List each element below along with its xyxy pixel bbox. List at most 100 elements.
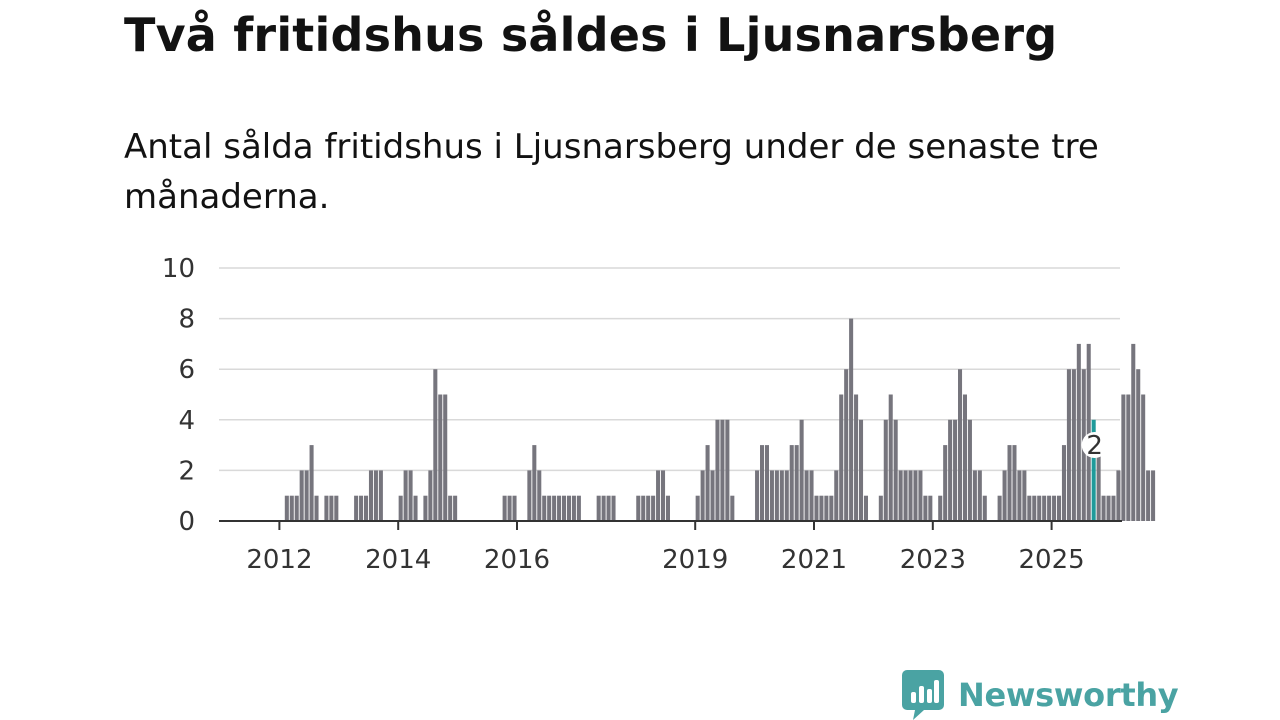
bar (1027, 495, 1032, 521)
bar (408, 470, 413, 521)
bar (562, 495, 567, 521)
bar (289, 495, 294, 521)
newsworthy-logo[interactable]: Newsworthy (902, 670, 1179, 720)
bar (611, 495, 616, 521)
bar (1121, 394, 1126, 521)
bar (1151, 470, 1156, 521)
bar (695, 495, 700, 521)
y-tick-label: 10 (162, 254, 195, 284)
bar (824, 495, 829, 521)
bar (403, 470, 408, 521)
bar (651, 495, 656, 521)
bar (527, 470, 532, 521)
bar (774, 470, 779, 521)
bar (903, 470, 908, 521)
bar (359, 495, 364, 521)
bar (1037, 495, 1042, 521)
bar (314, 495, 319, 521)
bar (715, 419, 720, 521)
bar (354, 495, 359, 521)
bar (1106, 495, 1111, 521)
bar (433, 369, 438, 521)
bar (1131, 343, 1136, 521)
grid-lines (219, 267, 1120, 472)
chart-subtitle: Antal sålda fritidshus i Ljusnarsberg un… (124, 127, 1099, 217)
bar (378, 470, 383, 521)
bar (661, 470, 666, 521)
brand-name: Newsworthy (958, 676, 1179, 714)
bar (398, 495, 403, 521)
bar (794, 445, 799, 521)
bar (1012, 445, 1017, 521)
y-tick-label: 6 (178, 355, 195, 385)
bar (1022, 470, 1027, 521)
bar (329, 495, 334, 521)
y-tick-label: 4 (178, 406, 195, 436)
bar (1047, 495, 1052, 521)
bar (972, 470, 977, 521)
bar (537, 470, 542, 521)
bar (943, 445, 948, 521)
bar (1076, 343, 1081, 521)
bar (606, 495, 611, 521)
highlighted-bar (1091, 419, 1096, 521)
bar (834, 470, 839, 521)
x-tick-label: 2012 (246, 545, 312, 575)
bar (1136, 369, 1141, 521)
bar (507, 495, 512, 521)
bar (502, 495, 507, 521)
bar (814, 495, 819, 521)
x-tick-label: 2016 (484, 545, 550, 575)
bar (1052, 495, 1057, 521)
bar (448, 495, 453, 521)
bar (1101, 495, 1106, 521)
bar (730, 495, 735, 521)
bar (710, 470, 715, 521)
bar (928, 495, 933, 521)
bar (918, 470, 923, 521)
bar (284, 495, 289, 521)
bar (1066, 369, 1071, 521)
data-label: 2 (1086, 431, 1103, 461)
bar (364, 495, 369, 521)
x-tick-label: 2014 (365, 545, 431, 575)
bar (334, 495, 339, 521)
bar (557, 495, 562, 521)
bar (1096, 445, 1101, 521)
bar (641, 495, 646, 521)
bar (453, 495, 458, 521)
bar (552, 495, 557, 521)
bar (908, 470, 913, 521)
y-axis-ticks: 0 2 4 6 8 10 (162, 254, 195, 537)
bar (304, 470, 309, 521)
bar (1061, 445, 1066, 521)
bar (1002, 470, 1007, 521)
data-label-background (1081, 432, 1108, 458)
bar (967, 419, 972, 521)
bar (1071, 369, 1076, 521)
bar (888, 394, 893, 521)
bar (839, 394, 844, 521)
bar (1007, 445, 1012, 521)
bar (1111, 495, 1116, 521)
bar (1017, 470, 1022, 521)
bar (576, 495, 581, 521)
x-tick-label: 2019 (662, 545, 728, 575)
bar (859, 419, 864, 521)
bar (844, 369, 849, 521)
bar (665, 495, 670, 521)
bar (656, 470, 661, 521)
bar (898, 470, 903, 521)
bar (373, 470, 378, 521)
bar (532, 445, 537, 521)
bar (566, 495, 571, 521)
bar (596, 495, 601, 521)
bar (294, 495, 299, 521)
bar (789, 445, 794, 521)
bar (779, 470, 784, 521)
y-tick-label: 2 (178, 456, 195, 486)
bar (893, 419, 898, 521)
bar (428, 470, 433, 521)
bar (923, 495, 928, 521)
bar (1086, 343, 1091, 521)
